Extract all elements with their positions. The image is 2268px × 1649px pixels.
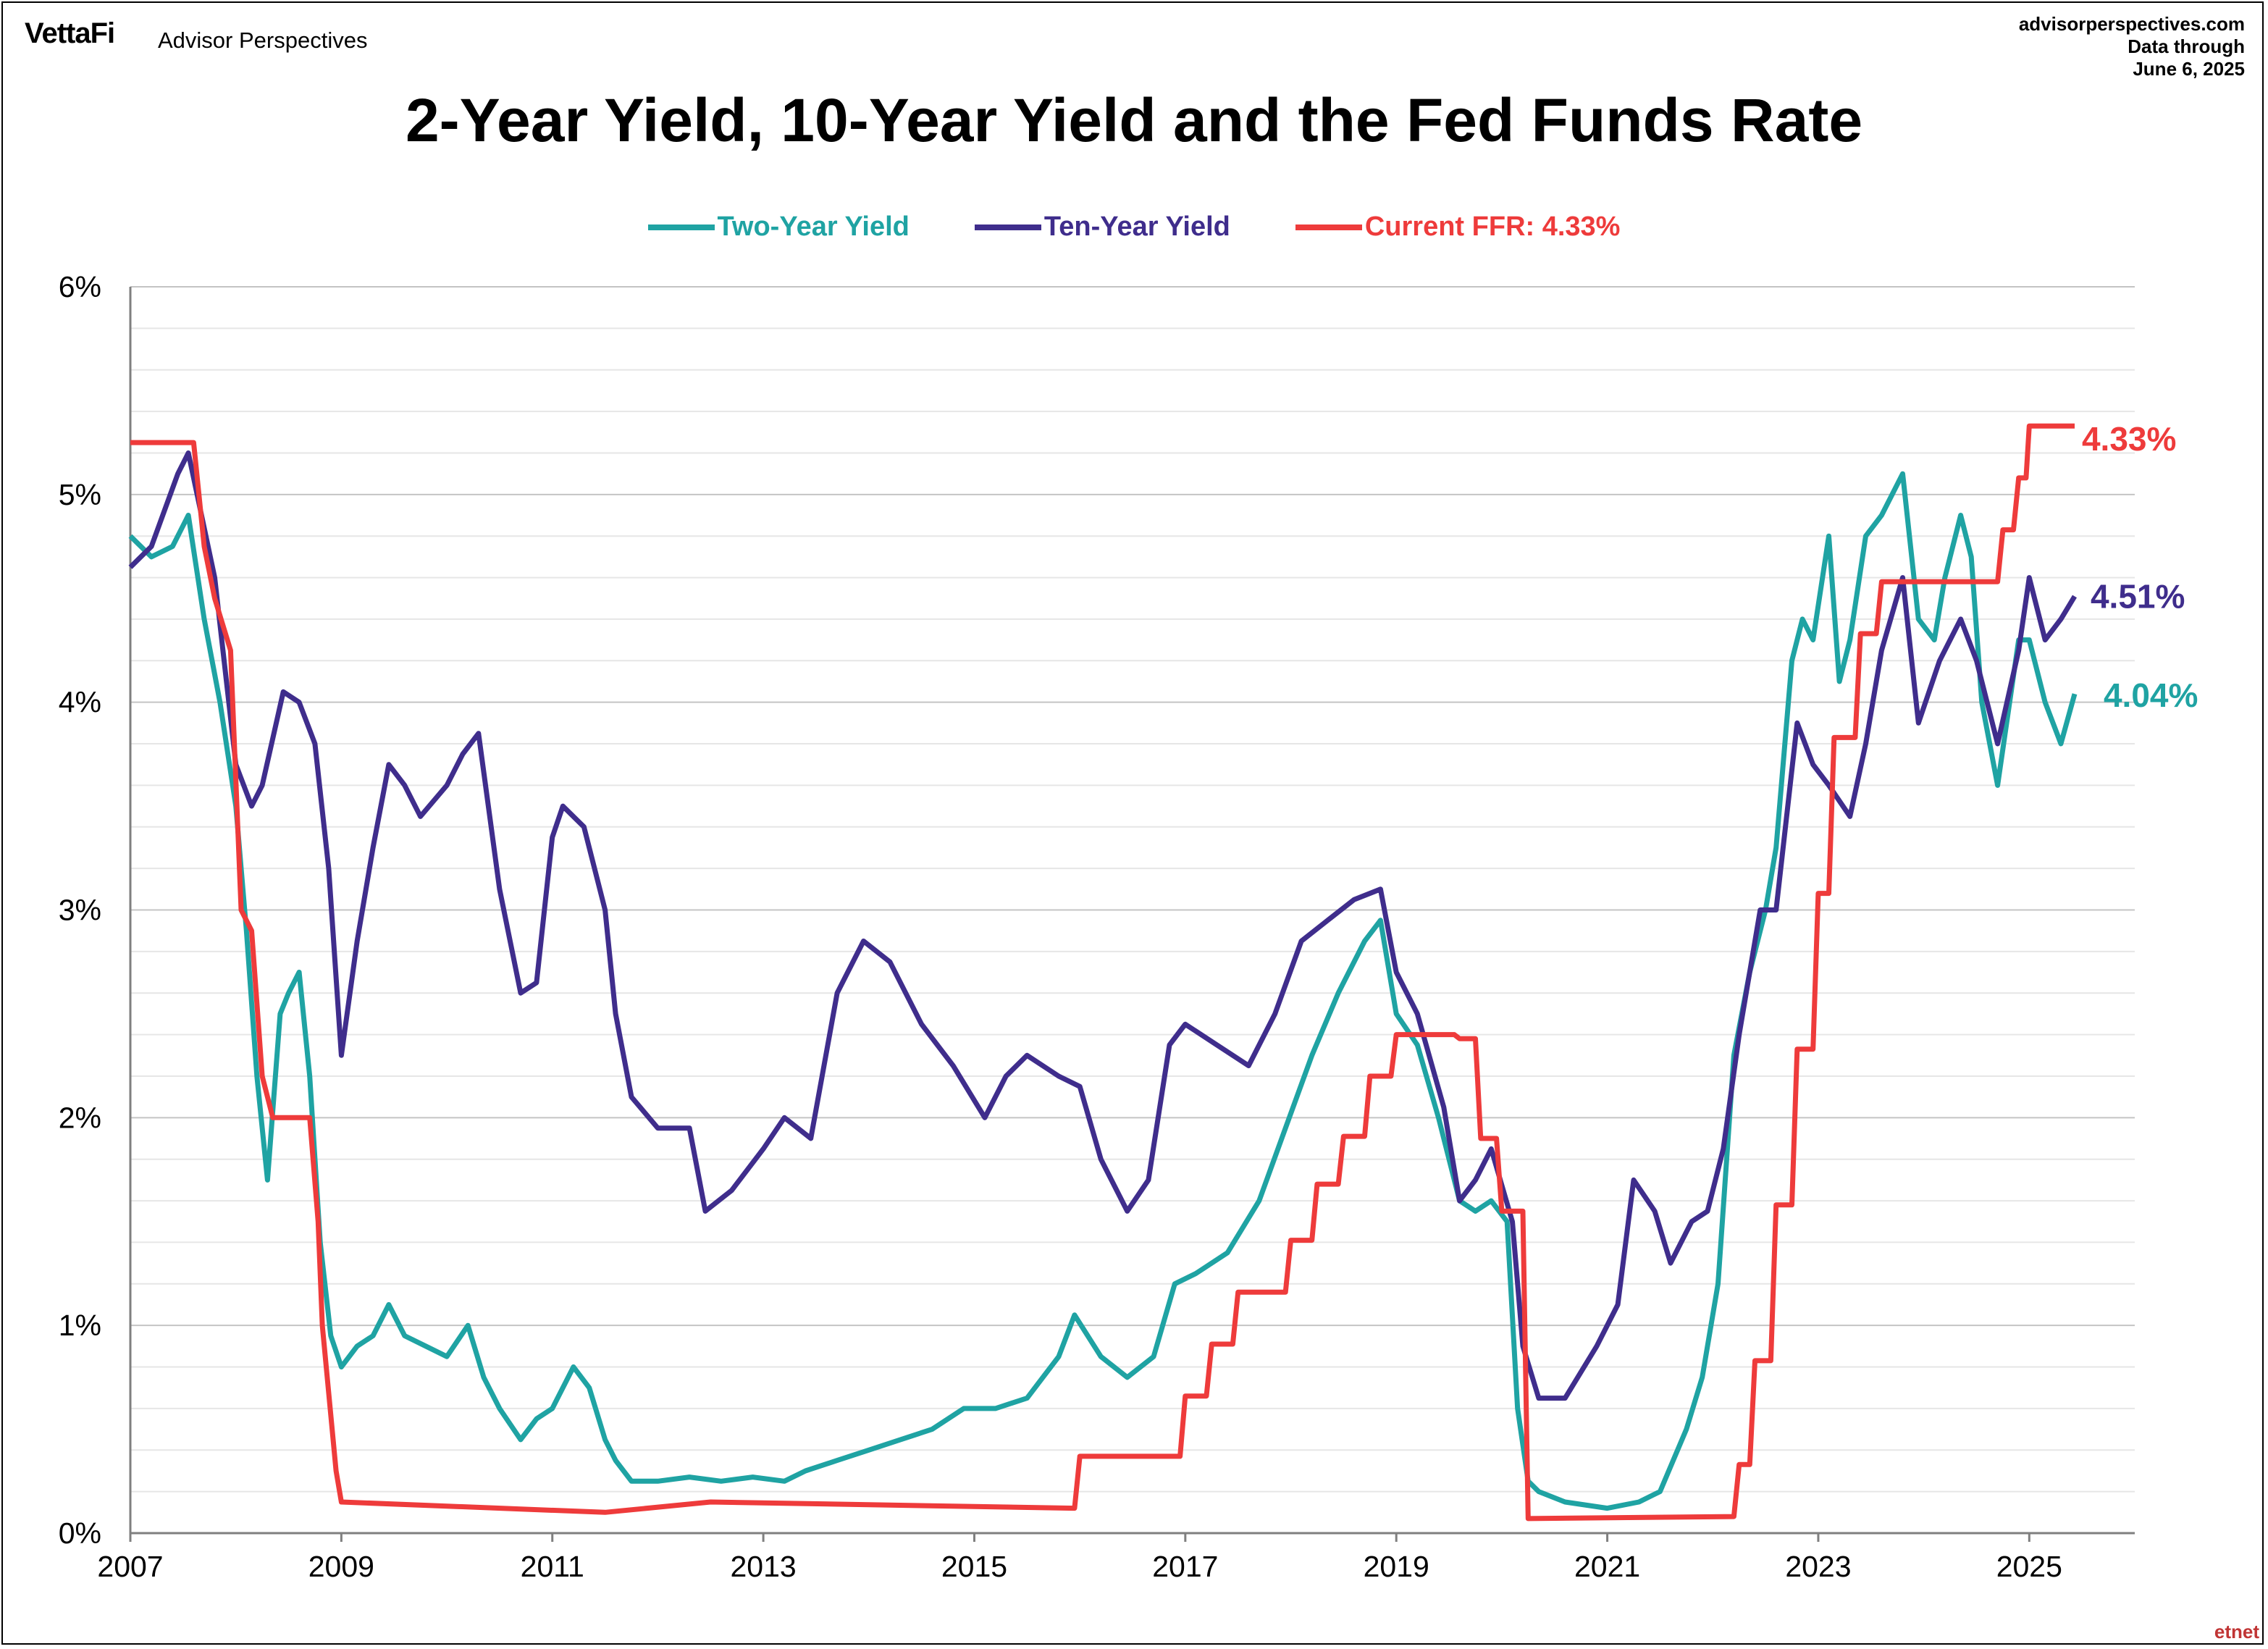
legend-item-ten-year: Ten-Year Yield	[974, 211, 1230, 243]
ten-year-yield-line	[128, 450, 2077, 1401]
x-tick-label: 2007	[97, 1550, 163, 1583]
y-tick-label: 1%	[59, 1309, 101, 1342]
legend-swatch-ten-year	[974, 224, 1041, 230]
x-tick-label: 2025	[1996, 1550, 2062, 1583]
vettafi-logo: VettaFi	[25, 17, 115, 49]
y-tick-label: 0%	[59, 1516, 101, 1550]
fed-funds-rate-line	[130, 423, 2075, 1522]
y-tick-label: 2%	[59, 1101, 101, 1134]
x-tick-label: 2017	[1152, 1550, 1218, 1583]
x-tick-label: 2013	[730, 1550, 796, 1583]
legend-label-ffr: Current FFR: 4.33%	[1364, 211, 1621, 242]
x-tick-label: 2023	[1785, 1550, 1851, 1583]
y-tick-label: 3%	[59, 894, 101, 927]
x-tick-label: 2009	[308, 1550, 374, 1583]
legend-label-ten-year: Ten-Year Yield	[1043, 211, 1230, 242]
x-tick-label: 2011	[521, 1550, 584, 1583]
end-label-ffr: 4.33%	[2082, 420, 2176, 458]
end-label-ten-year: 4.51%	[2091, 577, 2185, 615]
y-tick-label: 4%	[59, 686, 101, 719]
y-tick-label: 5%	[59, 478, 101, 511]
etnet-watermark: etnet	[2214, 1621, 2259, 1642]
legend-item-ffr: Current FFR: 4.33%	[1295, 211, 1621, 243]
data-through-label: Data through	[2128, 35, 2245, 57]
source-info: advisorperspectives.com Data through Jun…	[2019, 13, 2245, 80]
legend-swatch-ffr	[1295, 224, 1362, 230]
x-tick-label: 2021	[1574, 1550, 1640, 1583]
chart-legend: Two-Year Yield Ten-Year Yield Current FF…	[0, 211, 2268, 243]
legend-item-two-year: Two-Year Yield	[647, 211, 910, 243]
x-tick-label: 2019	[1364, 1550, 1429, 1583]
x-tick-label: 2015	[941, 1550, 1007, 1583]
data-through-date: June 6, 2025	[2133, 58, 2245, 80]
brand-name: Advisor Perspectives	[158, 28, 368, 53]
two-year-yield-line	[128, 471, 2078, 1511]
y-tick-label: 6%	[59, 270, 101, 303]
end-label-two-year: 4.04%	[2104, 676, 2198, 714]
legend-label-two-year: Two-Year Yield	[717, 211, 910, 242]
chart-title: 2-Year Yield, 10-Year Yield and the Fed …	[405, 86, 1863, 154]
site-url[interactable]: advisorperspectives.com	[2018, 13, 2245, 35]
legend-swatch-two-year	[647, 224, 715, 230]
